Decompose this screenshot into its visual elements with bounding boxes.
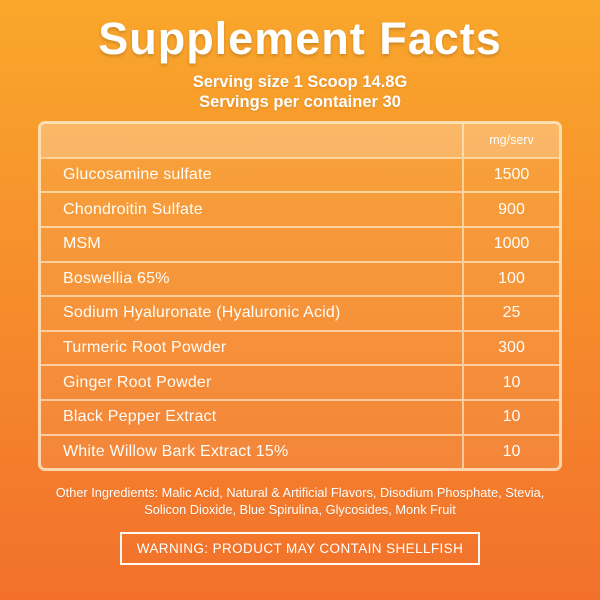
ingredient-amount: 1500 [462,158,559,192]
ingredient-name: Sodium Hyaluronate (Hyaluronic Acid) [63,304,341,322]
table-body: Glucosamine sulfate 1500 Chondroitin Sul… [41,156,559,469]
table-row: Turmeric Root Powder 300 [41,329,559,365]
ingredient-name: Glucosamine sulfate [63,166,212,184]
ingredient-amount: 100 [462,262,559,296]
page-title: Supplement Facts [98,13,502,64]
other-ingredients-line2: Solicon Dioxide, Blue Spirulina, Glycosi… [144,502,456,518]
ingredient-amount: 10 [462,400,559,434]
table-row: Boswellia 65% 100 [41,260,559,296]
ingredient-amount: 10 [462,435,559,469]
table-row: Glucosamine sulfate 1500 [41,156,559,192]
table-row: MSM 1000 [41,225,559,261]
table-row: White Willow Bark Extract 15% 10 [41,433,559,469]
ingredient-name: Turmeric Root Powder [63,339,227,357]
ingredient-amount: 300 [462,331,559,365]
ingredient-name: Black Pepper Extract [63,408,217,426]
amount-column-header: mg/serv [462,123,559,157]
ingredient-name: White Willow Bark Extract 15% [63,442,289,460]
ingredient-name: Ginger Root Powder [63,373,212,391]
supplement-table: mg/serv Glucosamine sulfate 1500 Chondro… [38,120,562,472]
table-row: Sodium Hyaluronate (Hyaluronic Acid) 25 [41,295,559,330]
other-ingredients-line1: Other Ingredients: Malic Acid, Natural &… [55,485,545,501]
table-row: Chondroitin Sulfate 900 [41,191,559,226]
ingredient-name: Boswellia 65% [63,269,170,287]
table-row: Black Pepper Extract 10 [41,398,559,434]
ingredient-name: MSM [63,235,101,253]
ingredient-amount: 25 [462,297,559,330]
serving-info: Serving size 1 Scoop 14.8G Servings per … [0,72,600,112]
warning-section: WARNING: PRODUCT MAY CONTAIN SHELLFISH [0,532,600,566]
servings-per-container-text: Servings per container 30 [199,92,401,111]
ingredient-name: Chondroitin Sulfate [63,200,203,218]
table-header-row: mg/serv [41,123,559,157]
warning-box: WARNING: PRODUCT MAY CONTAIN SHELLFISH [119,532,481,566]
serving-size-text: Serving size 1 Scoop 14.8G [192,72,408,91]
table-row: Ginger Root Powder 10 [41,364,559,399]
ingredient-amount: 1000 [462,227,559,261]
ingredient-amount: 10 [462,366,559,399]
other-ingredients: Other Ingredients: Malic Acid, Natural &… [0,484,600,518]
ingredient-amount: 900 [462,193,559,226]
